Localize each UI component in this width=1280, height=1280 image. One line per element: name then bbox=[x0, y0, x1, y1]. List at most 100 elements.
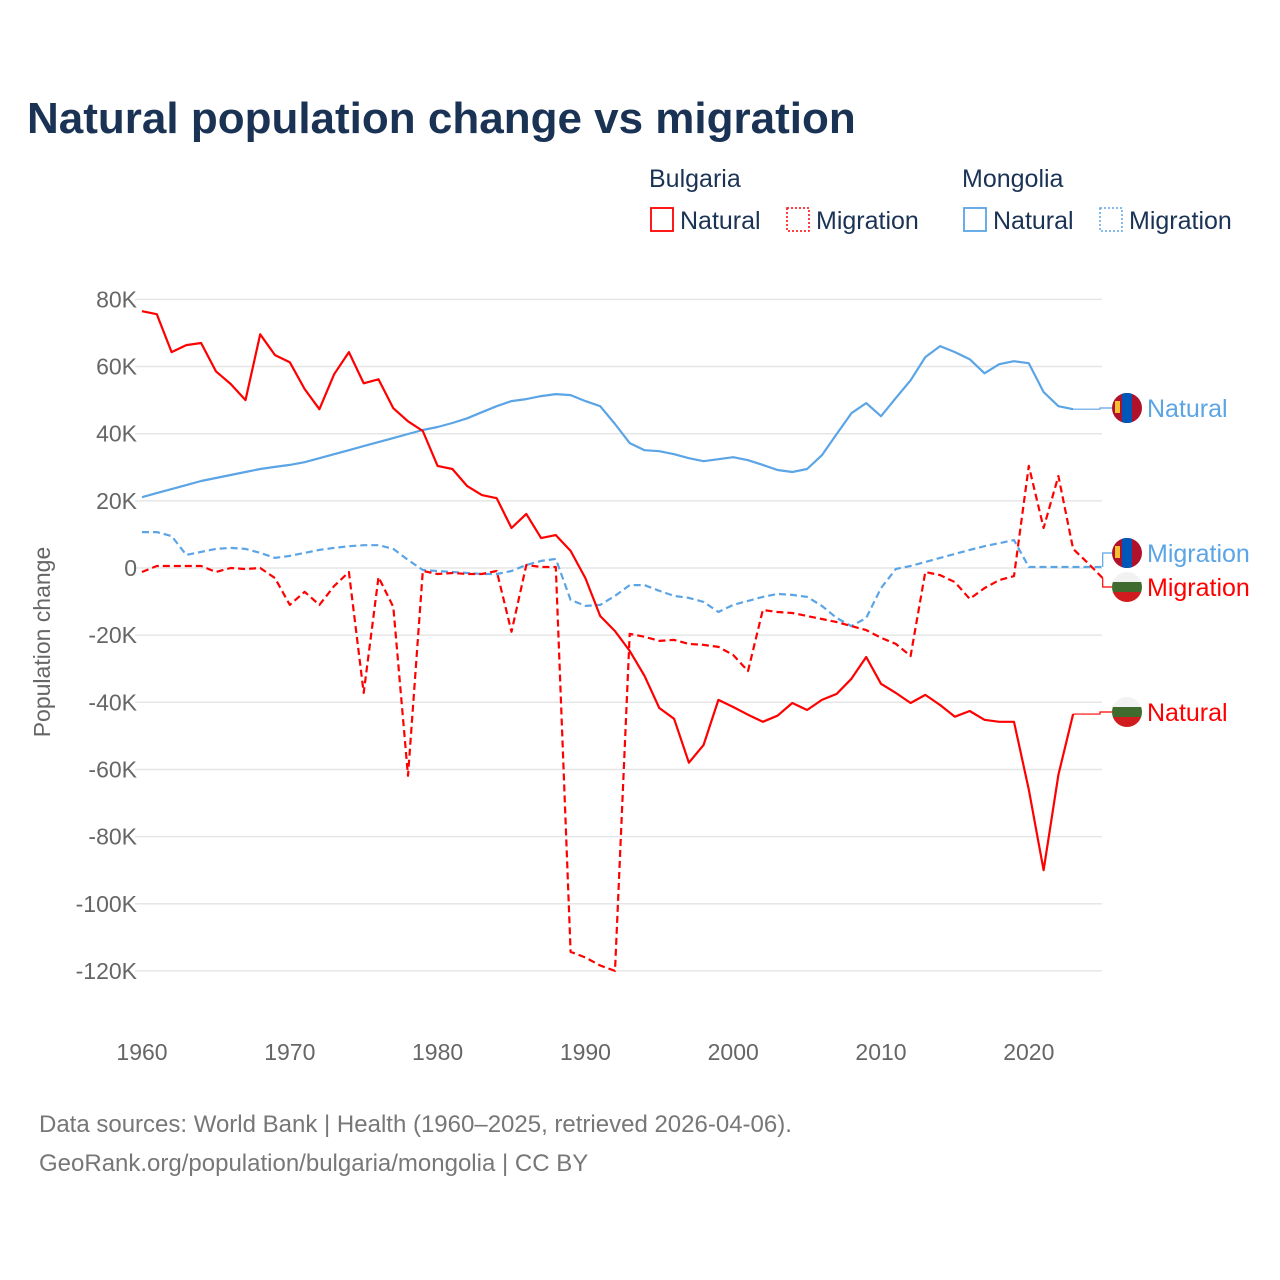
data-point-mongolia-natural[interactable] bbox=[878, 413, 884, 419]
data-point-bulgaria-natural[interactable] bbox=[1041, 867, 1047, 873]
data-point-mongolia-natural[interactable] bbox=[760, 462, 766, 468]
data-point-bulgaria-migration[interactable] bbox=[908, 653, 914, 659]
data-point-mongolia-natural[interactable] bbox=[597, 403, 603, 409]
data-point-mongolia-migration[interactable] bbox=[627, 582, 633, 588]
data-point-mongolia-natural[interactable] bbox=[1055, 403, 1061, 409]
data-point-bulgaria-migration[interactable] bbox=[464, 571, 470, 577]
data-point-mongolia-natural[interactable] bbox=[375, 439, 381, 445]
legend-label-bulgaria-natural[interactable]: Natural bbox=[680, 207, 761, 235]
data-point-bulgaria-natural[interactable] bbox=[937, 702, 943, 708]
data-point-mongolia-migration[interactable] bbox=[597, 602, 603, 608]
data-point-mongolia-natural[interactable] bbox=[272, 464, 278, 470]
series-line-bulgaria-migration[interactable] bbox=[141, 464, 1104, 972]
data-point-bulgaria-natural[interactable] bbox=[893, 690, 899, 696]
data-point-mongolia-migration[interactable] bbox=[996, 540, 1002, 546]
data-point-mongolia-migration[interactable] bbox=[760, 594, 766, 600]
data-point-mongolia-migration[interactable] bbox=[952, 551, 958, 557]
data-point-mongolia-migration[interactable] bbox=[346, 543, 352, 549]
data-point-bulgaria-migration[interactable] bbox=[523, 562, 529, 568]
data-point-mongolia-natural[interactable] bbox=[671, 451, 677, 457]
data-point-bulgaria-natural[interactable] bbox=[952, 714, 958, 720]
data-point-bulgaria-migration[interactable] bbox=[257, 565, 263, 571]
data-point-mongolia-migration[interactable] bbox=[967, 547, 973, 553]
data-point-bulgaria-natural[interactable] bbox=[568, 548, 574, 554]
data-point-mongolia-migration[interactable] bbox=[183, 552, 189, 558]
data-point-mongolia-natural[interactable] bbox=[169, 486, 175, 492]
data-point-mongolia-natural[interactable] bbox=[139, 494, 145, 500]
data-point-mongolia-migration[interactable] bbox=[331, 545, 337, 551]
data-point-bulgaria-natural[interactable] bbox=[449, 466, 455, 472]
data-point-bulgaria-natural[interactable] bbox=[287, 359, 293, 365]
data-point-mongolia-natural[interactable] bbox=[287, 462, 293, 468]
data-point-bulgaria-natural[interactable] bbox=[878, 681, 884, 687]
series-line-mongolia-migration[interactable] bbox=[142, 531, 1103, 628]
data-point-bulgaria-natural[interactable] bbox=[967, 708, 973, 714]
data-point-bulgaria-migration[interactable] bbox=[287, 602, 293, 608]
data-point-mongolia-natural[interactable] bbox=[967, 356, 973, 362]
data-point-mongolia-natural[interactable] bbox=[302, 459, 308, 465]
data-point-bulgaria-natural[interactable] bbox=[198, 340, 204, 346]
data-point-mongolia-migration[interactable] bbox=[302, 550, 308, 556]
data-point-mongolia-migration[interactable] bbox=[981, 543, 987, 549]
data-point-bulgaria-migration[interactable] bbox=[612, 968, 618, 974]
data-point-bulgaria-migration[interactable] bbox=[361, 690, 367, 696]
data-point-bulgaria-natural[interactable] bbox=[257, 331, 263, 337]
data-point-bulgaria-natural[interactable] bbox=[183, 342, 189, 348]
data-point-bulgaria-natural[interactable] bbox=[819, 697, 825, 703]
data-point-bulgaria-natural[interactable] bbox=[316, 406, 322, 412]
data-point-mongolia-migration[interactable] bbox=[745, 598, 751, 604]
data-point-bulgaria-natural[interactable] bbox=[361, 380, 367, 386]
data-point-bulgaria-natural[interactable] bbox=[981, 717, 987, 723]
data-point-bulgaria-natural[interactable] bbox=[302, 386, 308, 392]
data-point-mongolia-natural[interactable] bbox=[479, 409, 485, 415]
data-point-bulgaria-migration[interactable] bbox=[745, 668, 751, 674]
data-point-mongolia-migration[interactable] bbox=[213, 546, 219, 552]
data-point-mongolia-migration[interactable] bbox=[937, 555, 943, 561]
data-point-mongolia-natural[interactable] bbox=[745, 457, 751, 463]
legend-label-bulgaria-migration[interactable]: Migration bbox=[816, 207, 919, 235]
data-point-bulgaria-natural[interactable] bbox=[908, 700, 914, 706]
series-line-mongolia-natural[interactable] bbox=[141, 345, 1074, 499]
data-point-bulgaria-migration[interactable] bbox=[375, 574, 381, 580]
data-point-bulgaria-migration[interactable] bbox=[834, 619, 840, 625]
data-point-mongolia-natural[interactable] bbox=[937, 343, 943, 349]
data-point-mongolia-natural[interactable] bbox=[612, 421, 618, 427]
data-point-bulgaria-natural[interactable] bbox=[242, 397, 248, 403]
data-point-bulgaria-natural[interactable] bbox=[715, 697, 721, 703]
legend-label-mongolia-natural[interactable]: Natural bbox=[993, 207, 1074, 235]
data-point-bulgaria-migration[interactable] bbox=[863, 627, 869, 633]
data-point-bulgaria-migration[interactable] bbox=[331, 583, 337, 589]
data-point-bulgaria-natural[interactable] bbox=[213, 368, 219, 374]
data-point-mongolia-natural[interactable] bbox=[819, 452, 825, 458]
data-point-bulgaria-migration[interactable] bbox=[420, 568, 426, 574]
series-line-bulgaria-natural[interactable] bbox=[141, 310, 1075, 872]
data-point-bulgaria-migration[interactable] bbox=[154, 563, 160, 569]
data-point-mongolia-migration[interactable] bbox=[228, 545, 234, 551]
data-point-mongolia-migration[interactable] bbox=[642, 582, 648, 588]
data-point-mongolia-natural[interactable] bbox=[390, 435, 396, 441]
data-point-bulgaria-migration[interactable] bbox=[730, 652, 736, 658]
data-point-mongolia-natural[interactable] bbox=[449, 420, 455, 426]
data-point-bulgaria-natural[interactable] bbox=[509, 525, 515, 531]
data-point-mongolia-migration[interactable] bbox=[139, 529, 145, 535]
data-point-bulgaria-migration[interactable] bbox=[1085, 560, 1091, 566]
data-point-bulgaria-migration[interactable] bbox=[553, 564, 559, 570]
data-point-bulgaria-natural[interactable] bbox=[154, 311, 160, 317]
data-point-mongolia-natural[interactable] bbox=[686, 455, 692, 461]
data-point-mongolia-migration[interactable] bbox=[538, 558, 544, 564]
data-point-bulgaria-migration[interactable] bbox=[686, 641, 692, 647]
data-point-mongolia-natural[interactable] bbox=[523, 396, 529, 402]
data-point-bulgaria-migration[interactable] bbox=[183, 563, 189, 569]
data-point-mongolia-natural[interactable] bbox=[834, 431, 840, 437]
data-point-mongolia-migration[interactable] bbox=[242, 546, 248, 552]
data-point-bulgaria-migration[interactable] bbox=[996, 577, 1002, 583]
data-point-mongolia-natural[interactable] bbox=[213, 475, 219, 481]
data-point-mongolia-migration[interactable] bbox=[316, 547, 322, 553]
data-point-mongolia-migration[interactable] bbox=[656, 588, 662, 594]
data-point-bulgaria-migration[interactable] bbox=[568, 949, 574, 955]
data-point-bulgaria-natural[interactable] bbox=[996, 719, 1002, 725]
data-point-bulgaria-migration[interactable] bbox=[390, 604, 396, 610]
data-point-bulgaria-migration[interactable] bbox=[1011, 573, 1017, 579]
data-point-mongolia-natural[interactable] bbox=[863, 400, 869, 406]
data-point-bulgaria-migration[interactable] bbox=[346, 569, 352, 575]
